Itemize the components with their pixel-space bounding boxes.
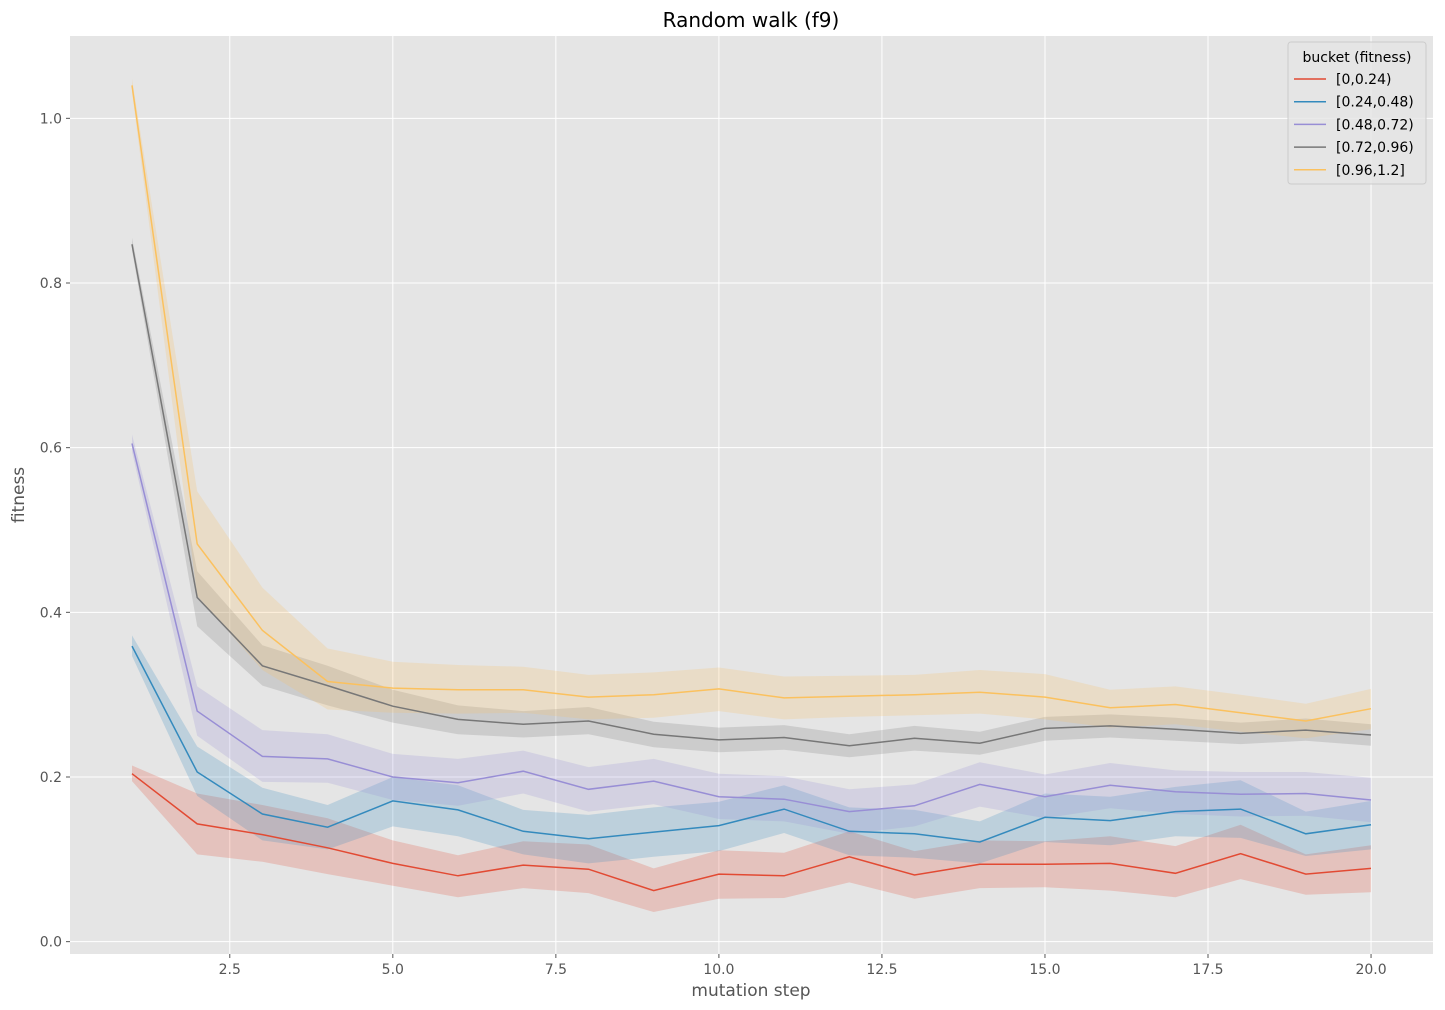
- x-tick-label: 10.0: [703, 962, 734, 978]
- series-line-0: [131, 773, 1372, 892]
- series-lines: [131, 85, 1372, 892]
- y-tick-label: 0.8: [40, 276, 62, 292]
- y-tick-label: 1.0: [40, 111, 62, 127]
- y-tick-label: 0.4: [40, 605, 62, 621]
- series-line-1: [131, 645, 1372, 843]
- y-tick-label: 0.0: [40, 935, 62, 951]
- y-tick-label: 0.6: [40, 441, 62, 457]
- x-tick-label: 7.5: [545, 962, 567, 978]
- grid: [70, 36, 1433, 954]
- x-tick-label: 12.5: [866, 962, 897, 978]
- legend-label: [0.72,0.96): [1336, 140, 1414, 156]
- confidence-band-0: [132, 765, 1371, 912]
- x-tick-label: 2.5: [219, 962, 241, 978]
- x-tick-label: 15.0: [1029, 962, 1060, 978]
- series-line-2: [131, 443, 1372, 813]
- legend-label: [0.48,0.72): [1336, 117, 1414, 133]
- series-line-4: [131, 85, 1372, 722]
- chart-title: Random walk (f9): [663, 8, 840, 32]
- legend: bucket (fitness) [0,0.24) [0.24,0.48) [0.4…: [1287, 41, 1427, 185]
- legend-box: [1287, 41, 1427, 185]
- y-tick-label: 0.2: [40, 770, 62, 786]
- legend-title: bucket (fitness): [1303, 50, 1412, 66]
- y-axis-ticks: 0.0 0.2 0.4 0.6 0.8 1.0: [40, 111, 70, 951]
- legend-label: [0,0.24): [1336, 72, 1391, 88]
- series-line-3: [131, 244, 1372, 747]
- x-axis-label: mutation step: [691, 981, 810, 1001]
- confidence-band-1: [132, 635, 1371, 864]
- x-tick-label: 17.5: [1192, 962, 1223, 978]
- legend-label: [0.24,0.48): [1336, 95, 1414, 111]
- x-tick-label: 5.0: [382, 962, 404, 978]
- plot-area: [70, 36, 1433, 954]
- x-axis-ticks: 2.5 5.0 7.5 10.0 12.5 15.0 17.5 20.0: [219, 954, 1387, 978]
- legend-label: [0.96,1.2]: [1336, 163, 1405, 179]
- legend-items: [0,0.24) [0.24,0.48) [0.48,0.72) [0.72,0.96…: [1294, 72, 1414, 179]
- x-tick-label: 20.0: [1355, 962, 1386, 978]
- y-axis-label: fitness: [9, 467, 29, 523]
